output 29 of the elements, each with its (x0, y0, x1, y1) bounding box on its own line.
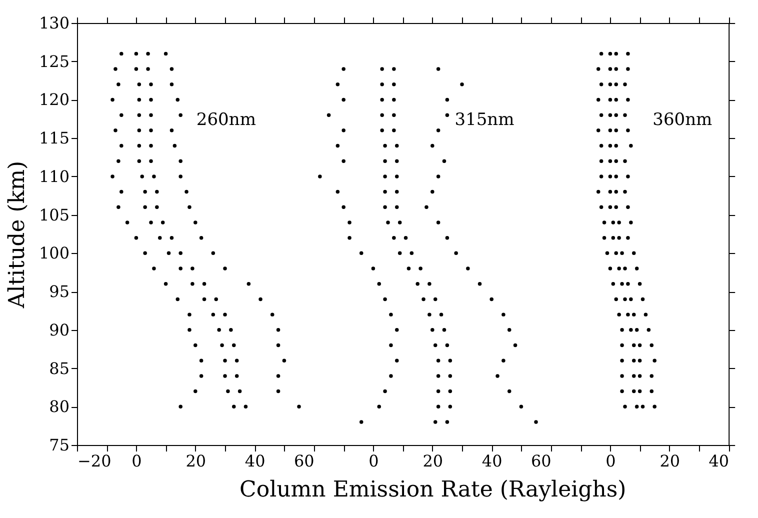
x-axis-title: Column Emission Rate (Rayleighs) (240, 478, 626, 502)
x-tick-label: 0 (368, 452, 379, 470)
x-tick-label: 0 (132, 452, 142, 470)
series-label: 360nm (652, 110, 712, 130)
y-tick-label: 100 (38, 244, 70, 263)
x-tick-label: 0 (606, 452, 616, 470)
y-axis-title: Altitude (km) (4, 160, 30, 310)
series-label: 315nm (454, 110, 514, 130)
y-tick-label: 125 (38, 52, 70, 71)
x-tick-label: 40 (482, 452, 502, 470)
y-tick-label: 75 (49, 436, 70, 454)
x-tick-label: −20 (78, 452, 112, 470)
x-tick-label: 40 (708, 452, 730, 470)
y-tick-label: 95 (49, 282, 70, 302)
series-label: 260nm (196, 110, 256, 130)
x-tick-label: 60 (294, 452, 314, 470)
y-tick-label: 105 (38, 205, 70, 224)
y-tick-label: 80 (49, 397, 70, 416)
x-tick-label: 20 (186, 452, 206, 470)
x-tick-label: 60 (530, 452, 552, 470)
y-tick-label: 115 (38, 128, 70, 148)
y-tick-label: 120 (38, 90, 70, 110)
x-tick-label: 20 (422, 452, 444, 470)
y-tick-label: 110 (38, 166, 70, 186)
x-tick-label: 40 (244, 452, 266, 470)
x-tick-label: 20 (660, 452, 680, 470)
y-tick-label: 130 (38, 14, 70, 32)
y-tick-label: 90 (49, 320, 70, 340)
y-tick-label: 85 (49, 358, 70, 378)
